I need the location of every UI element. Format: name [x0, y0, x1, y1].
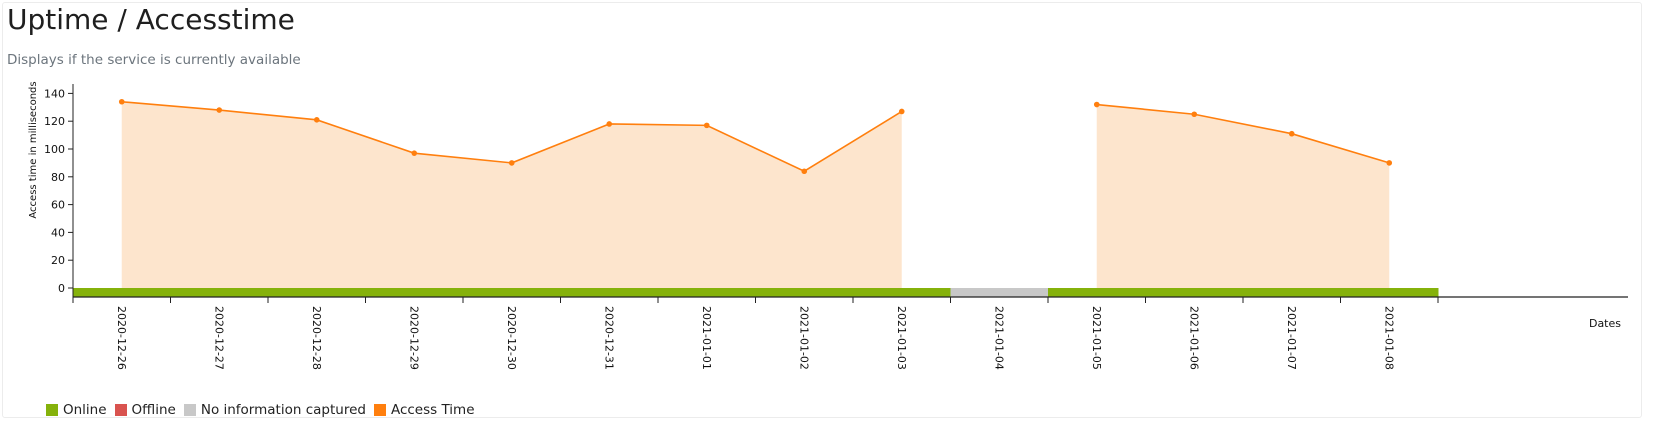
status-bar-2020-12-30	[463, 288, 561, 297]
access-point-2020-12-30	[508, 160, 515, 166]
access-area-1	[1096, 104, 1390, 289]
legend-label-offline: Offline	[131, 402, 176, 418]
legend-swatch-access-time	[373, 404, 386, 416]
status-bar-2020-12-31	[560, 288, 659, 297]
status-bar-2020-12-27	[170, 288, 269, 297]
access-area-0	[121, 101, 902, 289]
y-axis-label: Access time in milliseconds	[28, 81, 39, 218]
legend-swatch-online	[46, 404, 58, 416]
x-tick-label-2020-12-27: 2020-12-27	[212, 306, 225, 370]
x-tick-label-2020-12-26: 2020-12-26	[115, 306, 128, 370]
y-tick-label-140: 140	[44, 87, 65, 100]
x-tick-label-2021-01-06: 2021-01-06	[1187, 306, 1200, 370]
x-tick-label-2021-01-05: 2021-01-05	[1090, 306, 1103, 370]
legend-label-online: Online	[63, 402, 107, 418]
legend-swatch-offline	[114, 404, 127, 416]
access-point-2021-01-07	[1288, 130, 1295, 137]
legend: Online Offline No information captured A…	[46, 402, 475, 418]
x-axis-label: Dates	[1589, 317, 1621, 330]
legend-label-no-info: No information captured	[200, 402, 366, 418]
access-line-1	[1096, 103, 1390, 164]
access-point-2021-01-08	[1386, 160, 1393, 166]
x-tick-label-2021-01-04: 2021-01-04	[992, 306, 1005, 370]
legend-item-no-info[interactable]: No information captured	[183, 402, 366, 418]
status-bar-2021-01-06	[1145, 288, 1244, 297]
y-tick-label-100: 100	[44, 143, 65, 156]
access-point-2021-01-02	[801, 168, 808, 175]
x-tick-label-2021-01-07: 2021-01-07	[1285, 306, 1298, 370]
status-bar-2020-12-26	[73, 288, 171, 297]
x-tick-label-2021-01-03: 2021-01-03	[895, 306, 908, 370]
access-point-2020-12-28	[313, 117, 320, 123]
x-tick-label-2021-01-01: 2021-01-01	[700, 306, 713, 370]
status-bar-2021-01-05	[1048, 288, 1146, 297]
access-point-2021-01-03	[898, 108, 905, 115]
access-point-2021-01-05	[1093, 101, 1100, 108]
access-point-2020-12-26	[118, 98, 125, 105]
legend-item-offline[interactable]: Offline	[114, 402, 176, 418]
access-point-2020-12-27	[216, 107, 223, 113]
y-tick-label-0: 0	[58, 282, 65, 295]
x-tick-label-2021-01-02: 2021-01-02	[797, 306, 810, 370]
page-subtitle: Displays if the service is currently ava…	[7, 52, 301, 68]
status-bar-2021-01-08	[1340, 288, 1439, 297]
legend-label-access-time: Access Time	[390, 402, 475, 418]
access-point-2021-01-01	[703, 122, 710, 129]
chart-card	[2, 2, 1642, 418]
y-tick-label-60: 60	[51, 199, 65, 212]
status-bar-2021-01-07	[1243, 288, 1341, 297]
x-tick-label-2020-12-30: 2020-12-30	[505, 306, 518, 370]
legend-item-online[interactable]: Online	[46, 402, 107, 418]
y-tick-label-80: 80	[51, 171, 65, 184]
x-tick-label-2020-12-31: 2020-12-31	[602, 306, 615, 370]
y-tick-label-20: 20	[51, 254, 65, 267]
status-bar-2021-01-03	[853, 288, 951, 297]
x-tick-label-2020-12-29: 2020-12-29	[407, 306, 420, 370]
y-tick-label-40: 40	[51, 226, 65, 239]
status-bar-2020-12-29	[365, 288, 464, 297]
status-bar-2021-01-04	[950, 288, 1049, 297]
x-tick-label-2020-12-28: 2020-12-28	[310, 306, 323, 370]
page-title: Uptime / Accesstime	[7, 3, 295, 36]
status-bar-2021-01-02	[755, 288, 854, 297]
y-tick-label-120: 120	[44, 115, 65, 128]
access-point-2021-01-06	[1191, 111, 1198, 118]
access-point-2020-12-31	[606, 121, 613, 127]
legend-item-access-time[interactable]: Access Time	[373, 402, 475, 418]
x-tick-label-2021-01-08: 2021-01-08	[1382, 306, 1395, 370]
access-point-2020-12-29	[411, 150, 418, 156]
status-bar-2021-01-01	[658, 288, 756, 297]
status-bar-2020-12-28	[268, 288, 366, 297]
legend-swatch-no-info	[183, 404, 196, 416]
